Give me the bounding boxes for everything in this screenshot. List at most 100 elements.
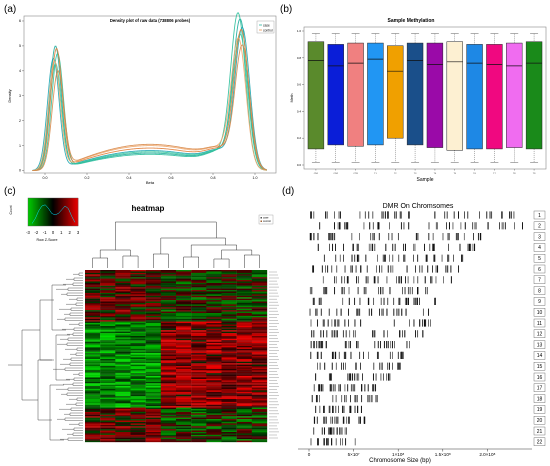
heatmap-cell — [115, 341, 131, 344]
heatmap-cell — [100, 433, 116, 435]
heatmap-cell — [145, 364, 161, 367]
heatmap-cell — [206, 318, 222, 321]
dmr-chrom-label: 5 — [538, 256, 541, 262]
heatmap-cell — [221, 411, 237, 414]
heatmap-cell — [145, 381, 161, 384]
heatmap-cell — [206, 281, 222, 284]
heatmap-cell — [221, 308, 237, 311]
dmr-chrom-box — [533, 405, 546, 414]
heatmap-cell — [160, 404, 177, 407]
heatmap-cell — [160, 384, 177, 387]
heatmap-cell — [236, 419, 252, 421]
heatmap-cell — [206, 308, 222, 311]
heatmap-cell — [236, 290, 252, 292]
heatmap-cell — [206, 338, 222, 341]
dmr-chrom-label: 3 — [538, 234, 541, 240]
heatmap-cell — [221, 409, 237, 411]
heatmap-cell — [191, 423, 207, 425]
heatmap-cell — [206, 275, 222, 278]
heatmap-cell — [145, 420, 161, 423]
heatmap-cell — [221, 340, 237, 342]
heatmap-cell — [221, 291, 237, 294]
heatmap-legend: case control — [258, 214, 274, 225]
heatmap-cell — [160, 394, 177, 397]
heatmap-cell — [100, 377, 116, 380]
heatmap-cell — [160, 345, 177, 348]
heatmap-cell — [115, 404, 131, 407]
heatmap-cell — [176, 373, 192, 375]
boxplot-xtick-label: T1 — [374, 173, 377, 175]
heatmap-cell — [221, 295, 237, 298]
row-dendrogram-link — [72, 332, 83, 336]
row-dendrogram-link — [69, 412, 83, 416]
heatmap-cell — [206, 374, 222, 377]
heatmap-cell — [206, 356, 222, 358]
heatmap-cell — [160, 288, 177, 291]
row-dendrogram — [8, 272, 83, 441]
color-key-cell — [63, 198, 65, 226]
heatmap-cell — [145, 439, 161, 441]
heatmap-cell — [236, 421, 252, 424]
heatmap-cell — [130, 284, 146, 286]
heatmap-cell — [251, 317, 268, 319]
heatmap-cell — [221, 371, 237, 374]
heatmap-cell — [191, 397, 207, 400]
heatmap-cell — [251, 284, 268, 286]
heatmap-cell — [160, 378, 177, 381]
heatmap-cell — [206, 364, 222, 367]
heatmap-cell — [85, 396, 101, 398]
heatmap-cell — [85, 434, 101, 437]
row-dendrogram-link — [21, 329, 40, 401]
heatmap-cell — [100, 282, 116, 285]
heatmap-cell — [145, 427, 161, 430]
heatmap-cell — [176, 357, 192, 360]
heatmap-cell — [130, 270, 146, 272]
heatmap-cell — [176, 404, 192, 407]
heatmap-cell — [206, 423, 222, 425]
heatmap-cell — [160, 334, 177, 337]
heatmap-cell — [145, 356, 161, 358]
heatmap-cell — [100, 386, 116, 388]
boxplot-box-T6 — [466, 44, 483, 150]
row-dendrogram-link — [70, 357, 83, 361]
heatmap-cell — [115, 272, 131, 275]
heatmap-cell — [100, 302, 116, 305]
heatmap-cell — [176, 424, 192, 427]
heatmap-cell — [145, 334, 161, 337]
heatmap-cell — [251, 292, 268, 295]
heatmap-cell — [176, 360, 192, 362]
heatmap-cell — [236, 439, 252, 441]
heatmap-cell — [191, 353, 207, 355]
heatmap-cell — [100, 305, 116, 308]
heatmap-cell — [251, 390, 268, 392]
heatmap-cell — [85, 414, 101, 417]
heatmap-cell — [206, 272, 222, 275]
heatmap-cell — [100, 436, 116, 438]
heatmap-cell — [191, 281, 207, 284]
heatmap-cell — [206, 407, 222, 410]
heatmap-cell — [221, 368, 237, 371]
heatmap-cell — [236, 364, 252, 367]
heatmap-cell — [115, 324, 131, 327]
heatmap-cell — [206, 350, 222, 352]
density-xtick-label: 0.4 — [127, 176, 132, 180]
heatmap-cell — [221, 437, 237, 440]
heatmap-cell — [251, 426, 268, 428]
heatmap-cell — [221, 407, 237, 410]
heatmap-cell — [206, 378, 222, 381]
heatmap-cell — [160, 298, 177, 301]
heatmap-cell — [130, 404, 146, 407]
heatmap-cell — [160, 391, 177, 394]
heatmap-cell — [100, 376, 116, 378]
heatmap-cell — [145, 270, 161, 272]
heatmap-cell — [236, 378, 252, 381]
heatmap-cell — [100, 307, 116, 309]
density-xtick-label: 0.8 — [211, 176, 216, 180]
color-key: Count Row Z-Score -3 -2 -1 0 1 2 3 — [9, 197, 80, 242]
heatmap-cell — [221, 337, 237, 339]
heatmap-cell — [100, 388, 116, 391]
heatmap-cell — [236, 285, 252, 288]
density-legend: case control — [256, 20, 275, 34]
heatmap-cell — [100, 387, 116, 390]
heatmap-cell — [145, 307, 161, 309]
